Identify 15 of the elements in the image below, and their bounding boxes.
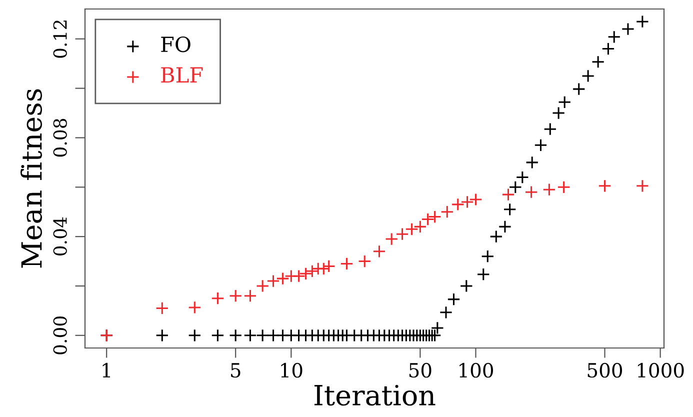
x-tick-label: 5	[231, 363, 240, 378]
y-tick-label: 0.04	[53, 217, 67, 256]
x-tick-label: 500	[588, 362, 622, 378]
y-tick-label: 0.12	[53, 20, 67, 58]
y-axis-title: Mean fitness	[20, 89, 42, 268]
x-tick-label: 10	[281, 362, 302, 378]
x-tick-label: 1	[102, 362, 110, 378]
x-tick-label: 100	[460, 362, 494, 378]
y-tick-label: 0.00	[53, 316, 67, 354]
x-tick-label: 1000	[638, 362, 684, 378]
y-tick-label: 0.08	[53, 118, 67, 157]
x-tick-label: 50	[409, 362, 432, 378]
x-axis-title: Iteration	[314, 384, 436, 406]
legend-label: FO	[161, 36, 190, 52]
legend-label: BLF	[161, 67, 203, 82]
